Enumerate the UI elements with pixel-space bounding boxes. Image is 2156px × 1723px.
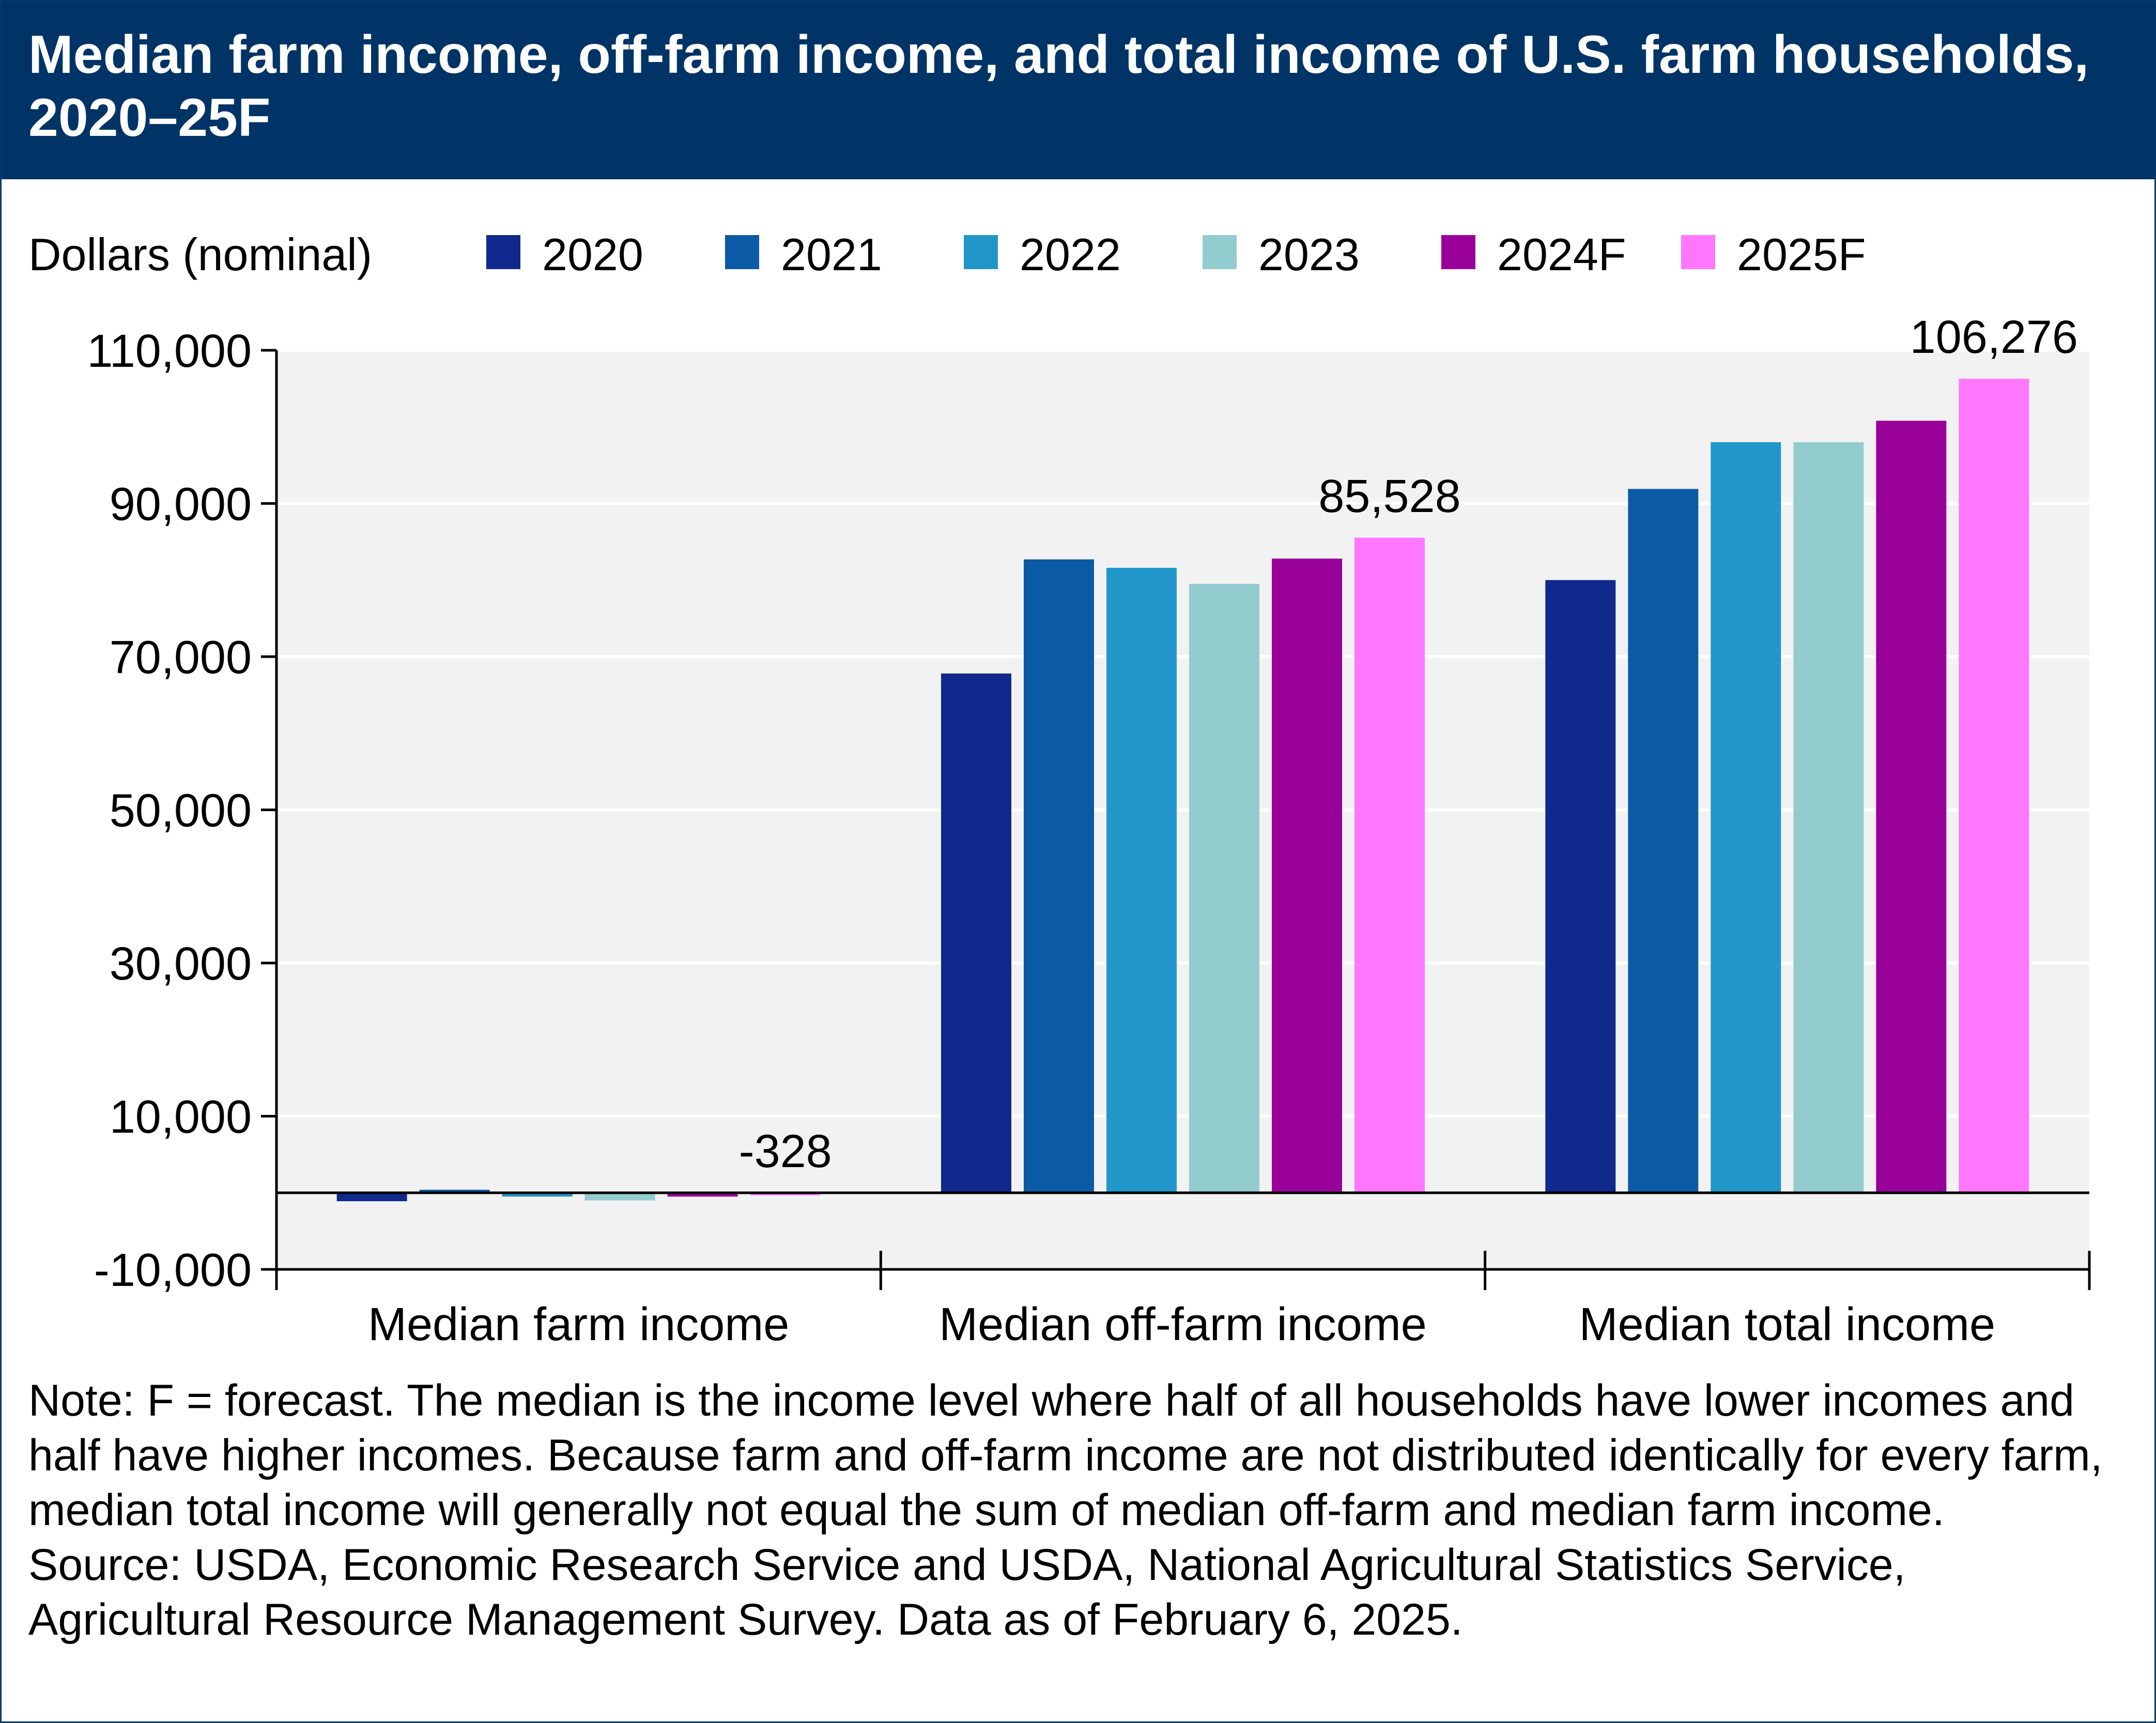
legend-label: 2020	[542, 229, 643, 280]
legend-swatch-2022	[964, 235, 998, 269]
bar-2020	[941, 673, 1011, 1193]
legend-swatch-2025f	[1681, 235, 1715, 269]
bar-2021	[1024, 559, 1094, 1193]
bar-2022	[1711, 442, 1781, 1193]
axes	[275, 350, 2091, 1290]
chart-source: Source: USDA, Economic Research Service …	[28, 1540, 1906, 1644]
legend: 2020 2021 2022 2023 2024F 2025F	[486, 229, 1866, 280]
bar-2023	[1793, 442, 1864, 1193]
data-label: 85,528	[1318, 471, 1460, 522]
y-tick-label: 30,000	[110, 938, 252, 990]
chart-note: Note: F = forecast. The median is the in…	[28, 1376, 2103, 1535]
x-category-label: Median total income	[1579, 1299, 1995, 1351]
bars	[336, 379, 2029, 1202]
bar-2025f	[1959, 379, 2029, 1193]
data-label: 106,276	[1910, 312, 2078, 363]
legend-swatch-2023	[1203, 235, 1237, 269]
bar-2021	[1628, 489, 1699, 1193]
bar-2023	[1189, 584, 1259, 1193]
y-tick-label: 70,000	[110, 632, 252, 684]
y-axis-unit-label: Dollars (nominal)	[28, 229, 372, 280]
bar-2022	[1106, 568, 1177, 1193]
x-category-label: Median farm income	[368, 1299, 789, 1351]
chart-title: Median farm income, off-farm income, and…	[28, 25, 2089, 148]
data-labels: -328 85,528 106,276	[739, 312, 2078, 1177]
legend-swatch-2020	[486, 235, 520, 269]
notes: Note: F = forecast. The median is the in…	[28, 1373, 2137, 1647]
legend-label: 2025F	[1737, 229, 1866, 280]
bar-2020	[1545, 580, 1616, 1193]
legend-label: 2022	[1020, 229, 1121, 280]
bar-chart: Dollars (nominal) 2020 2021 2022 2023 2024F 2…	[28, 229, 2091, 1351]
y-axis-ticks: -10,000 10,000 30,000 50,000 70,000 90,000 110…	[87, 325, 276, 1296]
y-tick-label: 110,000	[87, 325, 252, 377]
legend-label: 2021	[781, 229, 882, 280]
x-axis-labels: Median farm income Median off-farm income…	[368, 1299, 1995, 1351]
y-tick-label: 50,000	[110, 785, 252, 837]
x-category-label: Median off-farm income	[939, 1299, 1427, 1351]
y-tick-label: 10,000	[110, 1092, 252, 1143]
y-tick-label: 90,000	[110, 479, 252, 531]
legend-swatch-2021	[725, 235, 759, 269]
data-label: -328	[739, 1126, 832, 1177]
title-bar: Median farm income, off-farm income, and…	[2, 2, 2154, 179]
bar-2024f	[1272, 558, 1342, 1193]
bar-2025f	[1354, 537, 1425, 1193]
legend-swatch-2024f	[1441, 235, 1475, 269]
bar-2021	[419, 1189, 490, 1193]
bar-2023	[584, 1192, 655, 1201]
legend-label: 2024F	[1497, 229, 1626, 280]
bar-2024f	[667, 1192, 738, 1197]
y-tick-label: -10,000	[94, 1245, 252, 1296]
legend-label: 2023	[1258, 229, 1360, 280]
bar-2020	[336, 1192, 407, 1202]
bar-2024f	[1876, 421, 1947, 1193]
bar-2022	[502, 1192, 573, 1197]
gridlines	[276, 349, 2089, 1118]
